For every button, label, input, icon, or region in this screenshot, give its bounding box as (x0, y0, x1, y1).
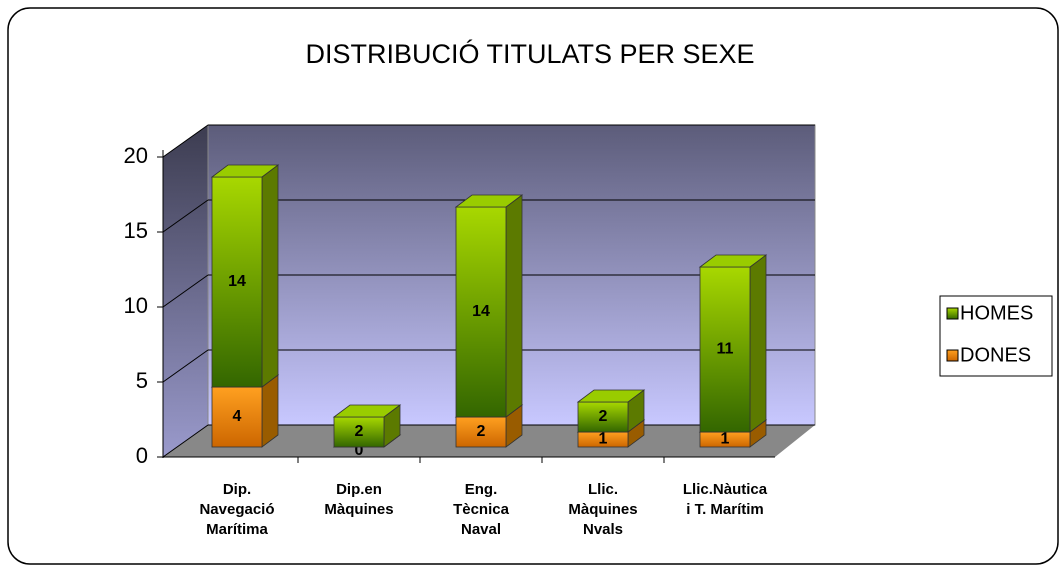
x-tick-label: Llic.Nàutica (683, 481, 768, 498)
data-label: 2 (355, 423, 364, 440)
x-tick-label: Marítima (206, 521, 268, 538)
grid-line (162, 274, 209, 308)
y-tick-label: 20 (124, 143, 148, 168)
x-tick-label: Tècnica (453, 501, 510, 518)
bar (211, 386, 263, 448)
x-tick-label: i T. Marítim (686, 501, 764, 518)
grid-line (162, 199, 209, 233)
bar (455, 206, 507, 418)
grid-line (162, 349, 209, 383)
y-tick-label: 15 (124, 218, 148, 243)
bar-side (505, 194, 523, 418)
x-tick-label: Naval (461, 521, 501, 538)
x-tick-label: Màquines (324, 501, 393, 518)
y-tick-label: 10 (124, 293, 148, 318)
x-tick-label: Eng. (465, 481, 498, 498)
data-label: 1 (721, 431, 730, 448)
data-label: 11 (717, 341, 734, 358)
y-tick-label: 5 (136, 368, 148, 393)
bar-side (261, 374, 279, 448)
x-tick-label: Dip.en (336, 481, 382, 498)
y-tick-label: 0 (136, 443, 148, 468)
data-label: 4 (233, 408, 242, 425)
x-tick-label: Màquines (568, 501, 637, 518)
data-label: 14 (472, 303, 490, 320)
bar-top (576, 389, 646, 403)
legend-label: HOMES (960, 302, 1033, 324)
grid-line (162, 124, 209, 158)
bar-top (332, 404, 402, 418)
bar (211, 176, 263, 388)
legend-label: DONES (960, 344, 1031, 366)
x-tick-label: Navegació (199, 501, 274, 518)
data-label: 14 (228, 273, 246, 290)
x-tick-label: Dip. (223, 481, 251, 498)
data-label: 2 (599, 408, 608, 425)
legend (939, 295, 1053, 377)
chart-title: DISTRIBUCIÓ TITULATS PER SEXE (305, 38, 754, 69)
bar-top (454, 194, 524, 208)
x-tick-label: Nvals (583, 521, 623, 538)
data-label: 0 (355, 442, 364, 459)
grid-line (162, 424, 209, 458)
data-label: 1 (599, 431, 608, 448)
bar (699, 266, 751, 433)
bar-side (261, 164, 279, 388)
data-label: 2 (477, 423, 486, 440)
bar-side (749, 254, 767, 433)
legend-swatch (946, 307, 959, 320)
legend-swatch (946, 349, 959, 362)
bar-top (210, 164, 280, 178)
bar-top (698, 254, 768, 268)
x-tick-label: Llic. (588, 481, 618, 498)
